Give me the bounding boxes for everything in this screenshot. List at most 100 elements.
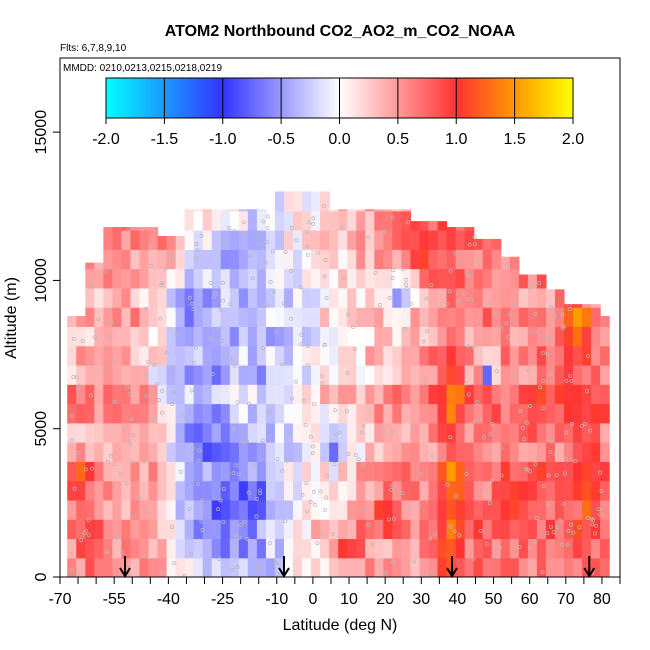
heatmap-cell [536, 461, 547, 482]
heatmap-cell [482, 557, 493, 577]
heatmap-cell [527, 307, 538, 327]
sample-point [472, 242, 477, 247]
heatmap-cell [193, 209, 204, 212]
heatmap-cell [482, 238, 493, 250]
heatmap-cell [202, 210, 213, 231]
heatmap-cell [238, 384, 249, 405]
heatmap-cell [67, 345, 77, 366]
heatmap-cell [356, 209, 366, 212]
heatmap-cell [338, 538, 348, 559]
heatmap-cell [356, 249, 366, 270]
heatmap-cell [184, 364, 195, 385]
heatmap-cell [302, 403, 312, 424]
heatmap-cell [211, 364, 222, 385]
sample-point [237, 535, 242, 540]
sample-point [549, 524, 553, 529]
sample-point [566, 529, 571, 533]
heatmap-cell [157, 249, 168, 270]
heatmap-cell [284, 307, 294, 327]
heatmap-cell [356, 364, 366, 385]
heatmap-cell [274, 384, 285, 405]
sample-point [453, 493, 458, 498]
sample-point [423, 378, 428, 382]
heatmap-cell [238, 519, 249, 540]
sample-point [311, 216, 316, 221]
heatmap-cell [536, 499, 547, 520]
heatmap-cell [148, 345, 159, 366]
sample-point [486, 301, 490, 306]
heatmap-cell [455, 403, 466, 424]
heatmap-cell [220, 326, 231, 347]
heatmap-cell [591, 403, 601, 424]
heatmap-cell [329, 345, 339, 366]
heatmap-cell [518, 519, 529, 540]
sample-point [69, 568, 74, 573]
heatmap-cell [284, 403, 294, 424]
heatmap-cell [509, 519, 520, 540]
heatmap-cell [455, 249, 466, 270]
heatmap-cell [211, 461, 222, 482]
sample-point [506, 335, 511, 340]
heatmap-cell [103, 287, 113, 308]
heatmap-cell [211, 209, 222, 212]
heatmap-cell [591, 364, 601, 385]
heatmap-cell [311, 307, 321, 327]
heatmap-cell [527, 403, 538, 424]
heatmap-cell [265, 422, 276, 443]
heatmap-cell [356, 287, 366, 308]
sample-point [391, 560, 395, 565]
y-tick-label: 10000 [33, 258, 50, 303]
heatmap-cell [175, 287, 186, 308]
heatmap-cell [293, 287, 303, 308]
sample-point [165, 261, 170, 266]
heatmap-cell [419, 307, 430, 327]
heatmap-cell [148, 538, 159, 559]
heatmap-cell [329, 364, 339, 385]
heatmap-cell [274, 345, 285, 366]
sample-point [127, 392, 132, 397]
heatmap-cell [473, 384, 484, 405]
heatmap-cell [374, 345, 384, 366]
sample-point [562, 471, 567, 476]
heatmap-cell [491, 519, 502, 540]
heatmap-cell [464, 326, 475, 347]
heatmap-cell [509, 326, 520, 347]
sample-point [594, 523, 599, 528]
heatmap-cell [455, 287, 466, 308]
heatmap-cell [247, 461, 258, 482]
heatmap-cell [383, 499, 393, 520]
heatmap-cell [184, 519, 195, 540]
sample-point [444, 302, 449, 306]
colorbar-tick-label: 2.0 [562, 131, 584, 148]
heatmap-cell [365, 499, 375, 520]
heatmap-cell [148, 499, 159, 520]
sample-point [565, 542, 570, 547]
sample-point [245, 537, 250, 541]
heatmap-cell [401, 268, 412, 289]
heatmap-cell [302, 364, 312, 385]
heatmap-cell [564, 307, 574, 327]
heatmap-cell [365, 307, 375, 327]
sample-point [268, 280, 273, 284]
heatmap-cell [473, 238, 484, 250]
heatmap-cell [76, 422, 86, 443]
heatmap-cell [148, 519, 159, 540]
heatmap-cell [573, 499, 583, 520]
sample-point [255, 233, 260, 238]
heatmap-cell [320, 480, 330, 501]
heatmap-cell [148, 230, 159, 250]
sample-point [265, 225, 270, 230]
heatmap-cell [473, 519, 484, 540]
heatmap-cell [175, 461, 186, 482]
heatmap-cell [238, 480, 249, 501]
sample-point [356, 457, 361, 462]
sample-point [92, 335, 97, 340]
heatmap-cell [202, 249, 213, 270]
heatmap-cell [491, 461, 502, 482]
heatmap-cell [148, 557, 159, 577]
heatmap-cell [202, 307, 213, 327]
heatmap-cell [365, 326, 375, 347]
heatmap-cell [130, 422, 141, 443]
sample-point [190, 301, 194, 306]
